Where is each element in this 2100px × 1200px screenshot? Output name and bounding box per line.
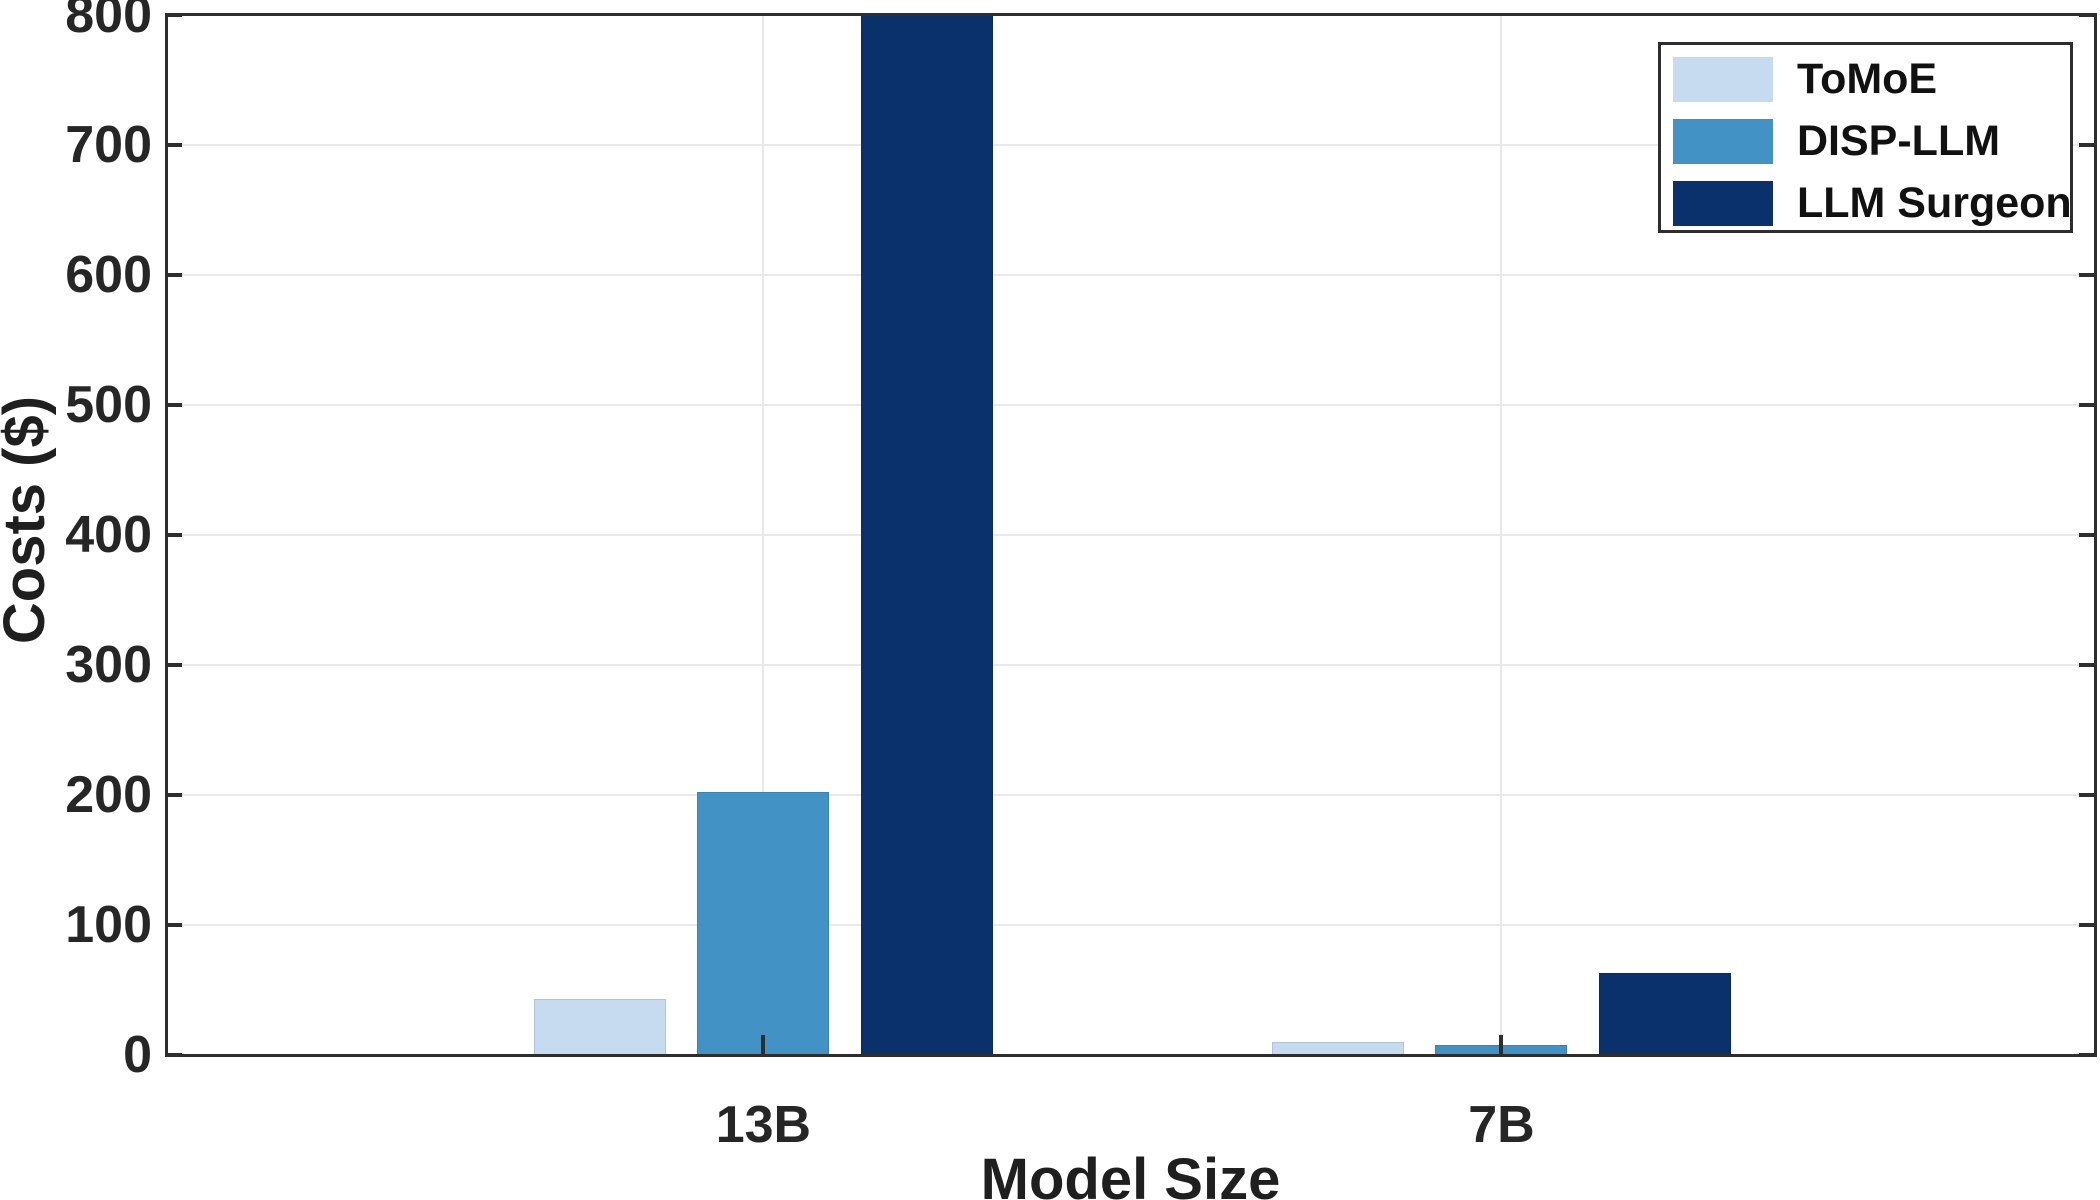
x-tick-7b <box>1499 1035 1504 1055</box>
legend-row-disp-llm: DISP-LLM <box>1673 119 2056 164</box>
y-tick-left-700 <box>166 143 182 147</box>
bar-tomoe-7b <box>1271 1042 1404 1055</box>
y-axis-label: Costs ($) <box>0 395 57 645</box>
v-gridline-13b <box>762 15 765 1055</box>
y-tick-right-400 <box>2079 533 2095 537</box>
x-tick-label-7b: 7B <box>1468 1096 1535 1154</box>
h-gridline-600 <box>166 274 2095 276</box>
y-tick-label-300: 300 <box>65 636 152 694</box>
legend-label-llm-surgeon: LLM Surgeon <box>1797 179 2072 227</box>
v-gridline-7b <box>1500 15 1503 1055</box>
y-tick-label-100: 100 <box>65 896 152 954</box>
legend-label-tomoe: ToMoE <box>1797 55 1938 103</box>
y-tick-right-700 <box>2079 143 2095 147</box>
bar-llm-surgeon-7b <box>1598 973 1731 1055</box>
y-tick-label-700: 700 <box>65 116 152 174</box>
y-tick-right-0 <box>2079 1053 2095 1057</box>
y-tick-left-800 <box>166 13 182 17</box>
y-tick-right-600 <box>2079 273 2095 277</box>
h-gridline-100 <box>166 924 2095 926</box>
legend-row-tomoe: ToMoE <box>1673 57 2056 102</box>
y-tick-left-500 <box>166 403 182 407</box>
y-tick-right-200 <box>2079 793 2095 797</box>
bar-tomoe-13b <box>533 999 666 1055</box>
legend: ToMoE DISP-LLM LLM Surgeon <box>1658 42 2073 233</box>
h-gridline-300 <box>166 664 2095 666</box>
y-tick-left-200 <box>166 793 182 797</box>
h-gridline-400 <box>166 534 2095 536</box>
x-tick-label-13b: 13B <box>715 1096 812 1154</box>
y-tick-label-800: 800 <box>65 0 152 44</box>
y-tick-label-600: 600 <box>65 246 152 304</box>
y-tick-right-300 <box>2079 663 2095 667</box>
h-gridline-700 <box>166 144 2095 146</box>
y-tick-label-400: 400 <box>65 506 152 564</box>
h-gridline-500 <box>166 404 2095 406</box>
h-gridline-200 <box>166 794 2095 796</box>
y-tick-left-600 <box>166 273 182 277</box>
legend-row-llm-surgeon: LLM Surgeon <box>1673 181 2072 226</box>
y-tick-left-100 <box>166 923 182 927</box>
y-tick-label-0: 0 <box>123 1026 152 1084</box>
legend-label-disp-llm: DISP-LLM <box>1797 117 2001 165</box>
y-tick-label-200: 200 <box>65 766 152 824</box>
legend-swatch-tomoe <box>1673 57 1773 102</box>
y-tick-right-800 <box>2079 13 2095 17</box>
x-tick-13b <box>761 1035 766 1055</box>
y-tick-left-0 <box>166 1053 182 1057</box>
y-tick-left-400 <box>166 533 182 537</box>
x-axis-label: Model Size <box>980 1147 1281 1200</box>
y-tick-left-300 <box>166 663 182 667</box>
legend-swatch-disp-llm <box>1673 119 1773 164</box>
legend-swatch-llm-surgeon <box>1673 181 1773 226</box>
bar-disp-llm-13b <box>697 792 830 1055</box>
bar-llm-surgeon-13b <box>860 15 993 1055</box>
y-tick-label-500: 500 <box>65 376 152 434</box>
y-tick-right-500 <box>2079 403 2095 407</box>
y-tick-right-100 <box>2079 923 2095 927</box>
